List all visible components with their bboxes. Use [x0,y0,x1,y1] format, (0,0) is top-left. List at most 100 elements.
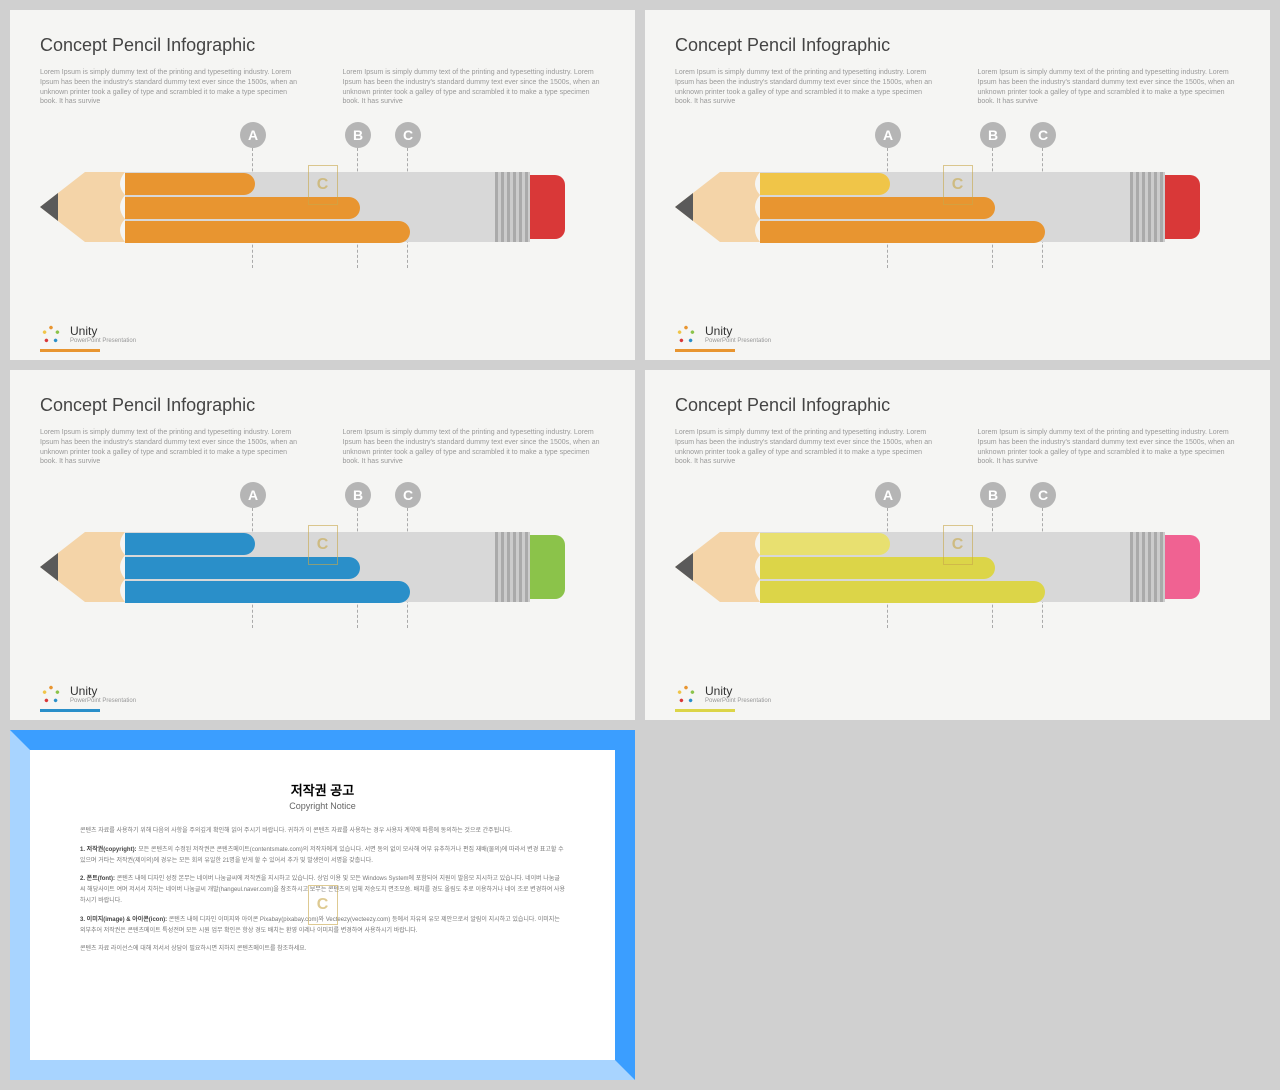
markers: A BC [675,122,1240,162]
copyright-title: 저작권 공고 [80,780,565,799]
markers: A BC [40,122,605,162]
pencil-bar [125,581,410,603]
pencil-tip-icon [40,532,85,602]
pencil-bar [760,581,1045,603]
marker-circle: C [395,482,421,508]
description-right: Lorem Ipsum is simply dummy text of the … [343,68,606,107]
pencil-wood-icon [720,532,760,602]
marker-circle: C [1030,482,1056,508]
pencil-eraser [530,535,565,599]
accent-bar [675,709,735,712]
unity-logo-icon [40,683,62,705]
description-left: Lorem Ipsum is simply dummy text of the … [675,428,938,467]
pencil-eraser [1165,535,1200,599]
unity-logo-icon [675,323,697,345]
accent-bar [675,349,735,352]
pencil-tip [40,532,85,602]
pencil-tip [40,172,85,242]
marker-circle: A [240,122,266,148]
pencil-tip [675,172,720,242]
pencil-bar [760,533,890,555]
pencil-tip-icon [40,172,85,242]
accent-bar [40,709,100,712]
brand-name: Unity [70,684,136,698]
description-right: Lorem Ipsum is simply dummy text of the … [343,428,606,467]
empty-cell [645,730,1270,1080]
pencil-ferrule [1130,532,1165,602]
slide-title: Concept Pencil Infographic [675,395,1240,416]
pencil-ferrule [1130,172,1165,242]
brand-name: Unity [70,324,136,338]
pencil-wood-icon [85,532,125,602]
marker-circle: B [345,482,371,508]
pencil-eraser [530,175,565,239]
pencil-bar [760,221,1045,243]
marker-circle: C [1030,122,1056,148]
slide-footer: UnityPowerPoint Presentation [40,683,136,705]
pencil-ferrule [495,172,530,242]
slide-title: Concept Pencil Infographic [40,35,605,56]
copyright-footer: 콘텐츠 자료 라이선스에 대해 저서서 상담이 필요하시면 지하지 콘텐츠메이트… [80,944,565,955]
copyright-section-1: 1. 저작권(copyright): 모든 콘텐츠의 수정된 저작권은 콘텐츠메… [80,845,565,867]
description-row: Lorem Ipsum is simply dummy text of the … [40,428,605,467]
infographic-slide: Concept Pencil Infographic Lorem Ipsum is… [645,370,1270,720]
brand-subtitle: PowerPoint Presentation [70,698,136,704]
copyright-slide: 저작권 공고 Copyright Notice 콘텐츠 자료를 사용하기 위해 다음… [10,730,635,1080]
slide-footer: UnityPowerPoint Presentation [675,323,771,345]
pencil-wood [85,532,125,602]
pencil-bar [125,533,255,555]
infographic-slide: Concept Pencil Infographic Lorem Ipsum is… [645,10,1270,360]
infographic-slide: Concept Pencil Infographic Lorem Ipsum is… [10,10,635,360]
marker-circle: C [395,122,421,148]
pencil-bar [125,221,410,243]
unity-logo-icon [40,323,62,345]
description-row: Lorem Ipsum is simply dummy text of the … [675,68,1240,107]
slide-footer: UnityPowerPoint Presentation [675,683,771,705]
brand-subtitle: PowerPoint Presentation [70,338,136,344]
description-left: Lorem Ipsum is simply dummy text of the … [40,428,303,467]
pencil-wood [85,172,125,242]
pencil-ferrule [495,532,530,602]
marker-circle: B [980,122,1006,148]
pencil-wood-icon [720,172,760,242]
description-right: Lorem Ipsum is simply dummy text of the … [978,68,1241,107]
infographic-slide: Concept Pencil Infographic Lorem Ipsum is… [10,370,635,720]
description-left: Lorem Ipsum is simply dummy text of the … [675,68,938,107]
marker-circle: A [240,482,266,508]
brand-subtitle: PowerPoint Presentation [705,698,771,704]
unity-logo-icon [675,683,697,705]
watermark-icon: C [308,525,338,565]
slide-title: Concept Pencil Infographic [675,35,1240,56]
watermark-icon: C [308,885,338,925]
copyright-subtitle: Copyright Notice [80,801,565,811]
watermark-icon: C [943,525,973,565]
watermark-icon: C [943,165,973,205]
pencil-tip-icon [675,532,720,602]
description-right: Lorem Ipsum is simply dummy text of the … [978,428,1241,467]
marker-circle: A [875,482,901,508]
watermark-icon: C [308,165,338,205]
markers: A BC [40,482,605,522]
pencil-tip [675,532,720,602]
marker-circle: B [345,122,371,148]
pencil-bar [760,173,890,195]
copyright-intro: 콘텐츠 자료를 사용하기 위해 다음의 사항을 주의깊게 확인해 읽어 주시기 … [80,826,565,837]
slide-footer: UnityPowerPoint Presentation [40,323,136,345]
pencil-tip-icon [675,172,720,242]
pencil-wood [720,172,760,242]
description-row: Lorem Ipsum is simply dummy text of the … [40,68,605,107]
pencil-eraser [1165,175,1200,239]
brand-subtitle: PowerPoint Presentation [705,338,771,344]
pencil-bar [125,173,255,195]
pencil-wood [720,532,760,602]
brand-name: Unity [705,324,771,338]
slide-title: Concept Pencil Infographic [40,395,605,416]
markers: A BC [675,482,1240,522]
pencil-wood-icon [85,172,125,242]
marker-circle: B [980,482,1006,508]
description-row: Lorem Ipsum is simply dummy text of the … [675,428,1240,467]
brand-name: Unity [705,684,771,698]
marker-circle: A [875,122,901,148]
description-left: Lorem Ipsum is simply dummy text of the … [40,68,303,107]
accent-bar [40,349,100,352]
